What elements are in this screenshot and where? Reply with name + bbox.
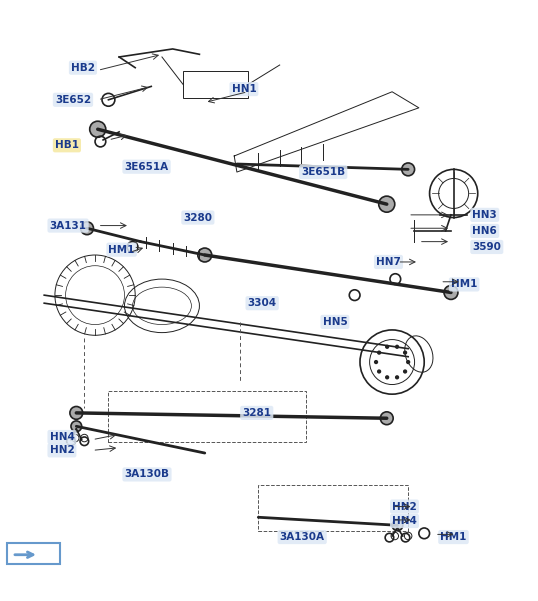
Text: HN3: HN3 <box>472 210 497 220</box>
Circle shape <box>392 520 403 531</box>
Circle shape <box>403 370 407 374</box>
Circle shape <box>70 406 83 419</box>
Text: HB1: HB1 <box>55 140 79 150</box>
Text: HM1: HM1 <box>451 279 477 290</box>
Text: 3281: 3281 <box>242 408 271 418</box>
Circle shape <box>379 196 395 212</box>
Circle shape <box>385 344 390 349</box>
Text: 3A130A: 3A130A <box>280 532 325 542</box>
Bar <box>109 391 307 442</box>
Text: HN5: HN5 <box>322 317 347 327</box>
Text: 3E651A: 3E651A <box>124 162 168 172</box>
Circle shape <box>385 375 390 379</box>
Text: 3E652: 3E652 <box>55 95 91 105</box>
Text: 3E651B: 3E651B <box>301 167 345 177</box>
Text: 3A131: 3A131 <box>49 221 87 231</box>
Circle shape <box>81 222 94 234</box>
Text: 3590: 3590 <box>472 242 501 252</box>
Circle shape <box>198 248 212 262</box>
Text: 3280: 3280 <box>183 213 213 222</box>
Bar <box>258 485 408 531</box>
Circle shape <box>377 350 381 355</box>
Bar <box>183 72 247 98</box>
Circle shape <box>374 360 378 364</box>
Bar <box>7 543 60 564</box>
Text: 3304: 3304 <box>247 298 277 308</box>
Circle shape <box>444 285 458 299</box>
Circle shape <box>377 370 381 374</box>
Circle shape <box>403 350 407 355</box>
Text: HM1: HM1 <box>440 532 466 542</box>
Text: HN1: HN1 <box>231 84 256 94</box>
Circle shape <box>406 360 410 364</box>
Text: 3A130B: 3A130B <box>124 469 169 480</box>
Text: HM1: HM1 <box>109 245 135 255</box>
Text: HN6: HN6 <box>472 226 497 236</box>
Circle shape <box>395 375 399 379</box>
Text: HN7: HN7 <box>376 257 401 267</box>
Text: HB2: HB2 <box>71 63 95 73</box>
Circle shape <box>71 421 82 432</box>
Text: HN4: HN4 <box>392 516 417 526</box>
Circle shape <box>380 412 393 425</box>
Circle shape <box>395 344 399 349</box>
Circle shape <box>90 121 106 137</box>
Text: HN4: HN4 <box>49 432 74 442</box>
Text: HN2: HN2 <box>392 502 417 511</box>
Circle shape <box>402 163 415 176</box>
Text: HN2: HN2 <box>49 445 74 456</box>
